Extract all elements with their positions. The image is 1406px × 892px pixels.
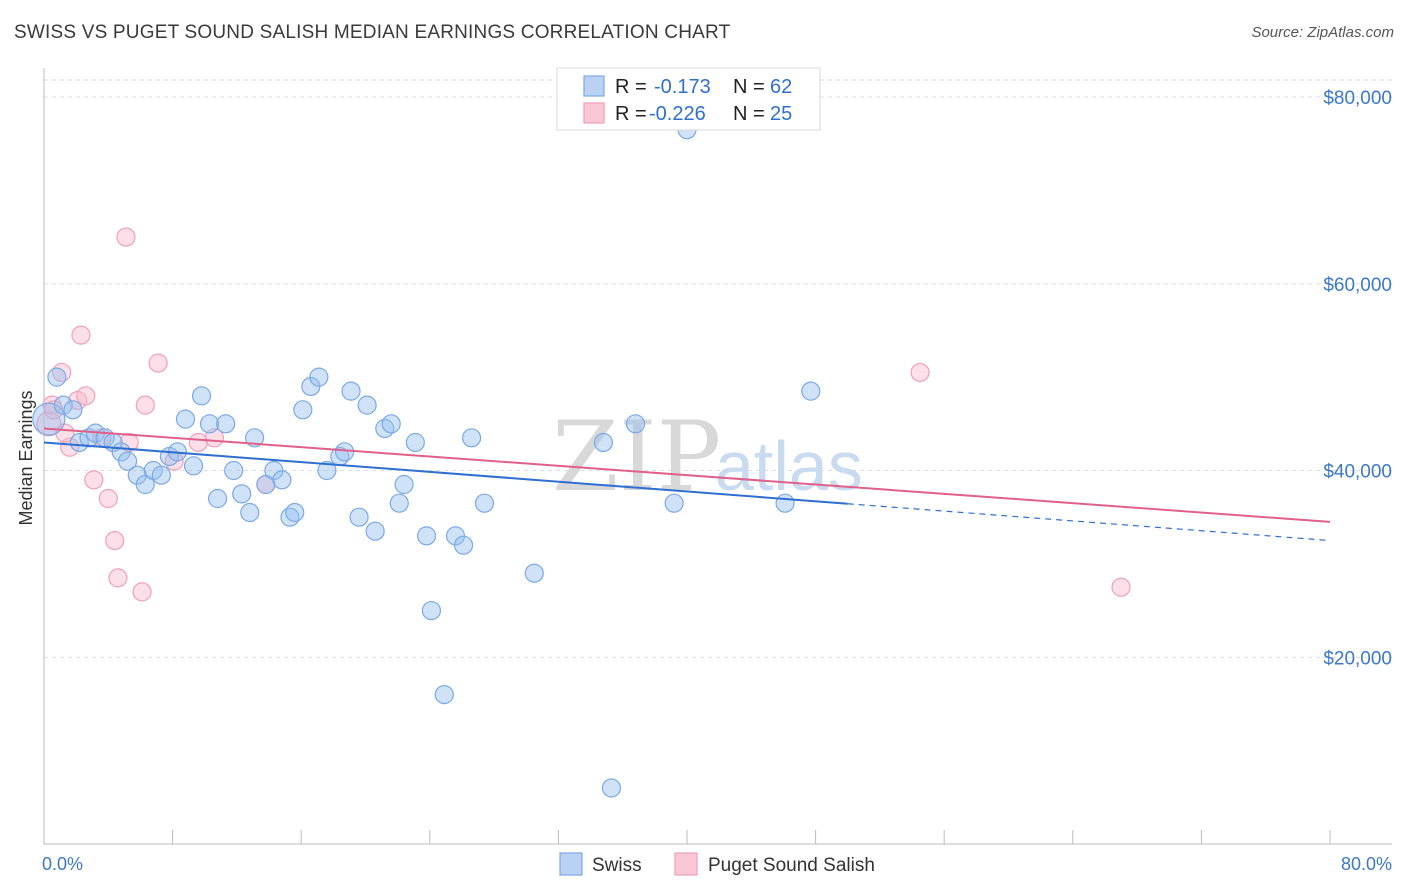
swiss-point [394, 474, 414, 495]
swiss-point [461, 428, 482, 448]
swiss-point [365, 521, 385, 541]
y-tick-label: $80,000 [1323, 88, 1392, 109]
salish-r-label: R = [615, 103, 647, 125]
y-tick-labels: $20,000 $40,000 $60,000 $80,000 [1323, 88, 1392, 669]
swiss-point [232, 484, 252, 504]
salish-point [71, 325, 91, 345]
swiss-point [775, 493, 795, 513]
watermark-zip: ZIP [552, 401, 721, 513]
salish-n-label: N = [733, 103, 765, 125]
swiss-point [625, 414, 646, 434]
salish-point [188, 432, 208, 453]
watermark-atlas: atlas [715, 427, 863, 505]
salish-point [84, 470, 104, 490]
salish-legend-swatch [583, 102, 605, 124]
x-axis-ticks [43, 830, 1331, 844]
swiss-point [357, 395, 377, 415]
swiss-point [335, 442, 355, 462]
swiss-point [117, 451, 138, 471]
salish-point [116, 227, 136, 247]
swiss-point [63, 400, 83, 420]
swiss-point [53, 395, 73, 415]
swiss-point [151, 465, 171, 485]
swiss-point [421, 600, 442, 621]
salish-point [148, 353, 168, 373]
swiss-point [69, 432, 89, 453]
swiss-point [801, 381, 821, 401]
stats-legend: R = -0.173 N = 62 R = -0.226 N = 25 [556, 67, 821, 131]
swiss-point [405, 432, 425, 453]
y-tick-label: $60,000 [1323, 275, 1392, 296]
swiss-point [191, 386, 212, 406]
salish-point [1111, 577, 1131, 597]
swiss-point [272, 470, 292, 490]
bottom-legend-swiss-label: Swiss [592, 855, 642, 876]
swiss-point [389, 493, 409, 513]
salish-point [76, 386, 96, 406]
swiss-point [240, 502, 260, 523]
source-label: Source: ZipAtlas.com [1251, 24, 1394, 41]
bottom-legend: Swiss Puget Sound Salish [559, 852, 875, 876]
swiss-point [175, 409, 196, 429]
bottom-legend-swiss-swatch [559, 852, 583, 876]
salish-trend-line [43, 427, 1331, 523]
y-axis-label: Median Earnings [16, 390, 36, 525]
swiss-point [208, 488, 228, 509]
salish-n-value: 25 [770, 103, 792, 125]
swiss-point [453, 535, 474, 555]
swiss-point [416, 526, 437, 546]
y-tick-label: $40,000 [1323, 462, 1392, 483]
salish-r-value: -0.226 [649, 103, 706, 125]
swiss-point [317, 460, 337, 481]
swiss-point [524, 563, 544, 583]
bottom-legend-salish-swatch [674, 852, 698, 876]
salish-point [44, 400, 64, 420]
salish-point [108, 568, 128, 588]
swiss-point [183, 456, 204, 476]
swiss-point [664, 493, 684, 513]
swiss-trend-line [43, 441, 848, 505]
swiss-n-label: N = [733, 76, 765, 98]
swiss-r-label: R = [615, 76, 647, 98]
salish-point [105, 530, 125, 551]
x-tick-label-min: 0.0% [42, 854, 83, 874]
swiss-point [434, 684, 454, 705]
chart-title: SWISS VS PUGET SOUND SALISH MEDIAN EARNI… [14, 22, 731, 43]
x-tick-label-max: 80.0% [1341, 854, 1392, 874]
swiss-point [474, 493, 495, 513]
series-swiss-points [32, 120, 821, 798]
swiss-point [293, 400, 313, 420]
salish-point [98, 488, 118, 509]
series-puget-sound-salish-points [36, 227, 1131, 602]
swiss-point [601, 778, 622, 798]
salish-point [910, 362, 930, 383]
swiss-point [47, 367, 67, 387]
swiss-point [216, 414, 236, 434]
swiss-point [244, 428, 265, 448]
y-tick-label: $20,000 [1323, 648, 1392, 669]
swiss-n-value: 62 [770, 76, 792, 98]
swiss-point [381, 414, 401, 434]
swiss-trend-line-extrapolated [847, 503, 1331, 542]
salish-point [135, 395, 155, 415]
salish-point [132, 582, 152, 602]
swiss-point [285, 502, 305, 523]
swiss-legend-swatch [583, 75, 605, 97]
swiss-point [341, 381, 361, 401]
trend-lines [43, 427, 1331, 542]
swiss-point [593, 432, 614, 453]
swiss-point [199, 414, 220, 434]
swiss-point [309, 367, 329, 387]
swiss-point [349, 507, 369, 527]
grid-lines [44, 79, 1392, 658]
bottom-legend-salish-label: Puget Sound Salish [708, 855, 875, 876]
swiss-r-value: -0.173 [654, 76, 711, 98]
swiss-point [224, 460, 244, 481]
